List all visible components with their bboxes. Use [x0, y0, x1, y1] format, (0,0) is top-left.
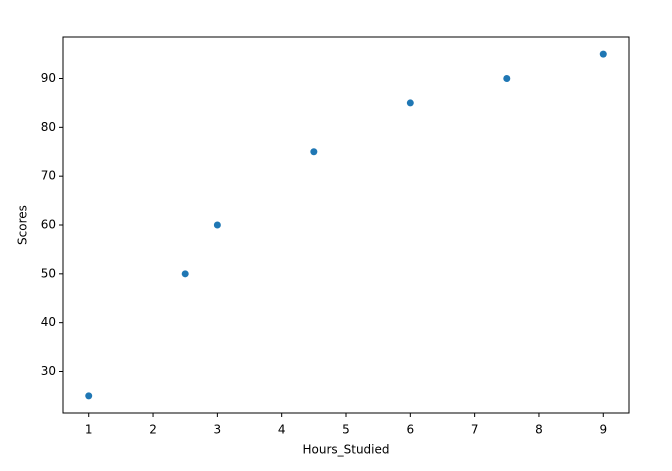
y-tick-label: 80 [41, 120, 56, 134]
y-tick-label: 90 [41, 71, 56, 85]
y-tick-label: 70 [41, 169, 56, 183]
scatter-point [406, 99, 414, 107]
scatter-point [85, 392, 93, 400]
scatter-point [503, 75, 511, 83]
x-tick-label: 9 [599, 423, 607, 437]
y-axis-label: Scores [16, 205, 30, 245]
y-tick-label: 60 [41, 218, 56, 232]
x-tick-label: 1 [85, 423, 93, 437]
scatter-point [310, 148, 318, 156]
x-tick-label: 7 [471, 423, 479, 437]
x-tick-label: 6 [406, 423, 414, 437]
x-tick-label: 5 [342, 423, 350, 437]
x-axis-label: Hours_Studied [302, 443, 389, 457]
y-tick-label: 30 [41, 364, 56, 378]
x-tick-label: 4 [278, 423, 286, 437]
scatter-point [599, 50, 607, 58]
plot-frame [62, 36, 630, 414]
y-tick-label: 50 [41, 266, 56, 280]
x-tick-label: 3 [214, 423, 222, 437]
x-tick-label: 8 [535, 423, 543, 437]
y-tick-label: 40 [41, 315, 56, 329]
x-tick-label: 2 [149, 423, 157, 437]
scatter-point [181, 270, 189, 278]
scatter-point [213, 221, 221, 229]
